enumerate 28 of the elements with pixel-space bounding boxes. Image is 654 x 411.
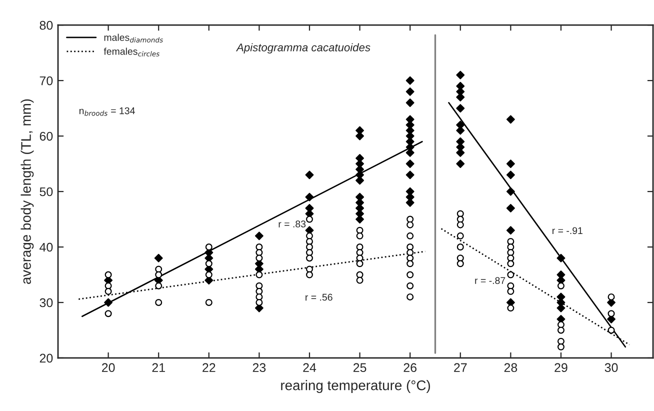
annotation: r = .83 (278, 220, 306, 228)
annotation: r = -.91 (552, 227, 582, 234)
y-tick-label: 60 (40, 132, 53, 141)
x-tick-label: 22 (202, 363, 216, 372)
x-tick-label: 28 (504, 363, 518, 372)
y-axis-title: average body length (TL, mm) (20, 99, 34, 284)
y-tick-label: 40 (40, 242, 53, 252)
x-tick-label: 27 (454, 363, 467, 372)
x-tick-label: 21 (152, 363, 165, 372)
x-axis-title: rearing temperature (°C) (281, 380, 430, 393)
x-tick-label: 30 (604, 363, 618, 372)
y-tick-label: 50 (40, 187, 53, 196)
y-tick-label: 30 (40, 298, 53, 308)
x-tick-label: 24 (303, 363, 316, 372)
annotation: r = .56 (306, 294, 332, 301)
legend-label: males$_{diamonds}$ (104, 34, 163, 43)
x-tick-label: 20 (102, 363, 115, 372)
annotation: n$_{broods}$ = 134 (79, 107, 135, 116)
y-tick-label: 80 (40, 20, 53, 30)
x-tick-label: 23 (252, 363, 266, 372)
x-tick-label: 29 (554, 363, 568, 372)
x-tick-label: 25 (353, 363, 366, 372)
annotation: Apistogramma cacatuoides (236, 43, 370, 54)
y-tick-label: 20 (40, 354, 53, 363)
annotation: r = -.87 (475, 277, 506, 284)
y-tick-label: 70 (40, 76, 53, 86)
legend-label: females$_{circles}$ (104, 48, 160, 56)
x-tick-label: 26 (404, 363, 416, 372)
